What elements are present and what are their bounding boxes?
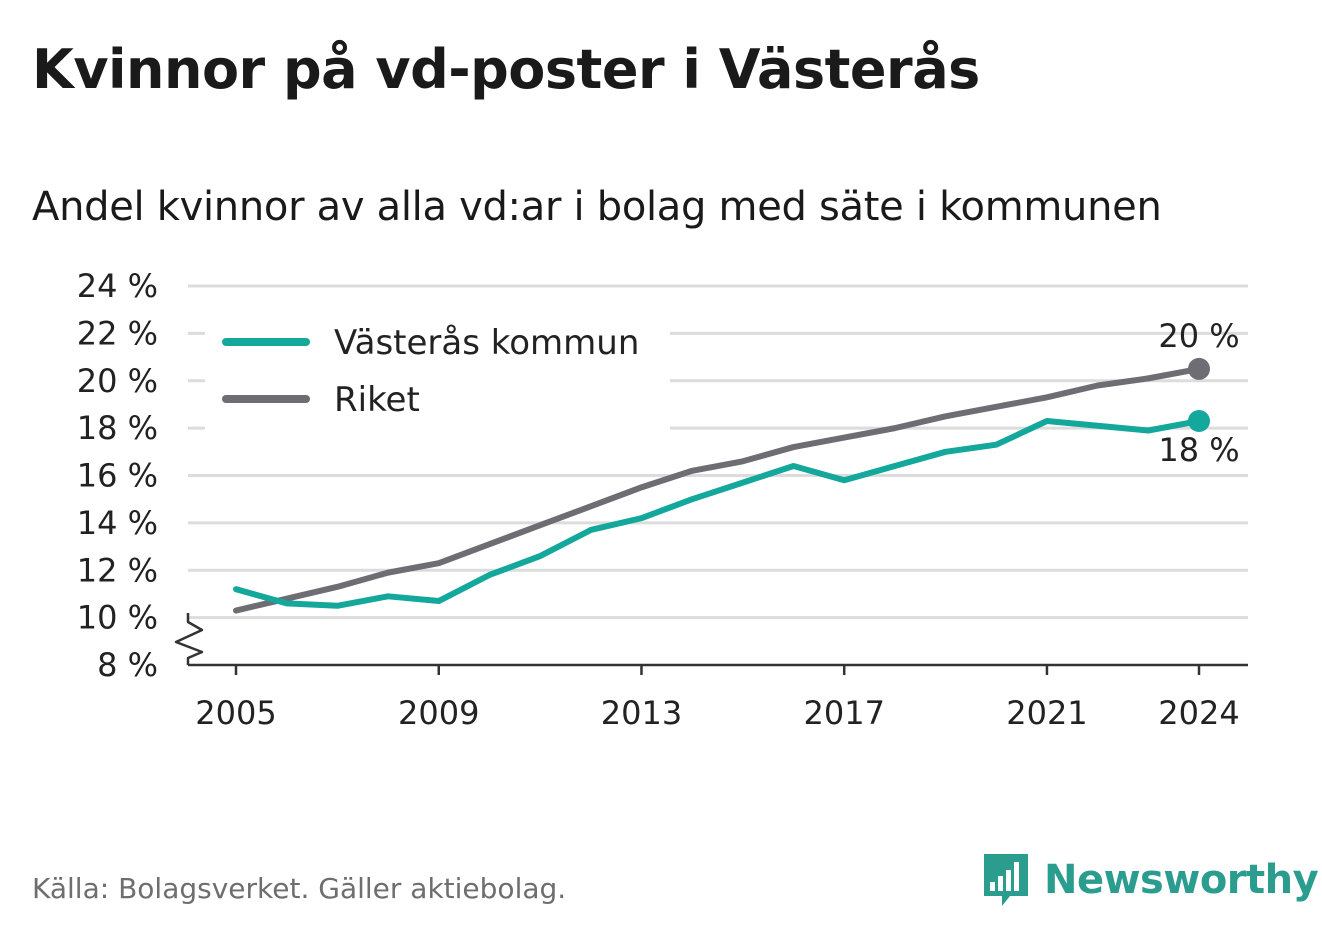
- y-tick-label: 22 %: [77, 314, 158, 352]
- axis-break-icon: [174, 613, 204, 665]
- newsworthy-logo-icon: [984, 854, 1028, 906]
- y-axis-tick-labels: 8 % 10 % 12 % 14 % 16 % 18 % 20 % 22 % 24 %: [77, 267, 158, 684]
- y-tick-label: 14 %: [77, 504, 158, 542]
- y-tick-label: 10 %: [77, 599, 158, 637]
- y-tick-label: 20 %: [77, 362, 158, 400]
- x-tick-label: 2005: [195, 694, 276, 732]
- x-tick-label: 2021: [1006, 694, 1087, 732]
- series-end-label: 18 %: [1158, 431, 1239, 469]
- y-tick-label: 18 %: [77, 409, 158, 447]
- y-tick-label: 12 %: [77, 551, 158, 589]
- series-line: [233, 365, 1202, 614]
- legend-label: Riket: [334, 380, 420, 420]
- logo-text: Newsworthy: [1044, 857, 1319, 903]
- x-tick-label: 2009: [398, 694, 479, 732]
- legend: Västerås kommun Riket: [205, 312, 670, 432]
- x-tick-label: 2024: [1158, 694, 1239, 732]
- x-tick-label: 2013: [601, 694, 682, 732]
- y-tick-label: 8 %: [97, 646, 158, 684]
- y-tick-label: 16 %: [77, 457, 158, 495]
- series-end-point: [1188, 410, 1210, 433]
- series-lines: 18 % 20 %: [233, 317, 1240, 614]
- series-end-point: [1188, 357, 1210, 380]
- legend-label: Västerås kommun: [334, 323, 639, 363]
- legend-background: [205, 312, 670, 432]
- x-axis: 2005 2009 2013 2017 2021 2024: [174, 613, 1248, 732]
- series-line: [233, 418, 1202, 609]
- series-end-label: 20 %: [1158, 317, 1239, 355]
- newsworthy-logo: Newsworthy: [980, 850, 1319, 910]
- x-tick-label: 2017: [803, 694, 884, 732]
- chart-subtitle: Andel kvinnor av alla vd:ar i bolag med …: [32, 184, 1162, 230]
- source-note: Källa: Bolagsverket. Gäller aktiebolag.: [32, 872, 567, 905]
- y-tick-label: 24 %: [77, 267, 158, 305]
- chart-title: Kvinnor på vd-poster i Västerås: [32, 38, 980, 101]
